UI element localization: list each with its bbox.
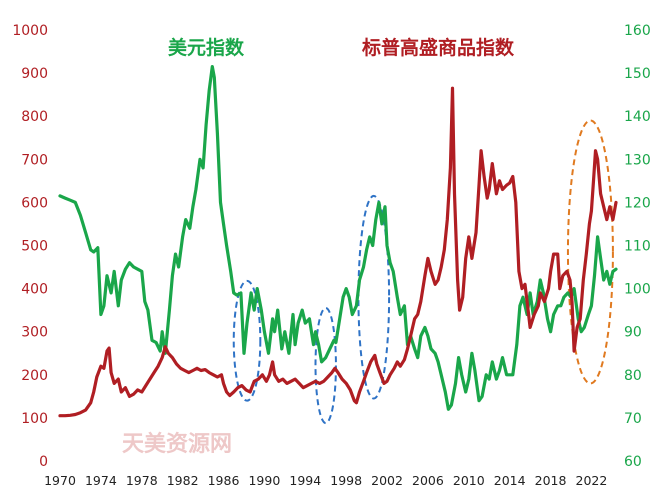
right-tick-label: 130 bbox=[624, 152, 651, 168]
highlight-ellipse-4 bbox=[566, 119, 614, 385]
left-tick-label: 300 bbox=[21, 325, 48, 341]
highlight-ellipse-3 bbox=[357, 194, 391, 400]
x-tick-label: 1978 bbox=[126, 473, 158, 488]
right-tick-label: 70 bbox=[624, 411, 642, 427]
left-tick-label: 200 bbox=[21, 368, 48, 384]
highlight-ellipse-2 bbox=[314, 306, 337, 425]
right-tick-label: 100 bbox=[624, 282, 651, 298]
x-tick-label: 2002 bbox=[371, 473, 403, 488]
x-tick-label: 1994 bbox=[289, 473, 321, 488]
x-tick-label: 1974 bbox=[85, 473, 117, 488]
x-tick-label: 2018 bbox=[535, 473, 567, 488]
left-tick-label: 700 bbox=[21, 152, 48, 168]
right-tick-label: 150 bbox=[624, 66, 651, 82]
legend-sp-gsci: 标普高盛商品指数 bbox=[362, 36, 515, 59]
x-tick-label: 1998 bbox=[330, 473, 362, 488]
right-axis-ticks: 60 70 80 90 100 110 120 130 140 150 160 bbox=[624, 23, 651, 470]
x-tick-label: 1982 bbox=[167, 473, 199, 488]
left-tick-label: 0 bbox=[39, 454, 48, 470]
left-axis-ticks: 0 100 200 300 400 500 600 700 800 900 1000 bbox=[12, 23, 48, 470]
right-tick-label: 110 bbox=[624, 239, 651, 255]
series-line-usd-index bbox=[58, 65, 618, 411]
series-lines bbox=[58, 65, 618, 418]
right-tick-label: 120 bbox=[624, 195, 651, 211]
legend-usd-index: 美元指数 bbox=[168, 36, 245, 59]
right-tick-label: 160 bbox=[624, 23, 651, 39]
x-tick-label: 1970 bbox=[44, 473, 76, 488]
series-line-sp-gsci bbox=[58, 86, 618, 418]
left-tick-label: 800 bbox=[21, 109, 48, 125]
highlight-ellipses bbox=[232, 119, 614, 425]
x-tick-label: 2010 bbox=[453, 473, 485, 488]
left-tick-label: 100 bbox=[21, 411, 48, 427]
right-tick-label: 80 bbox=[624, 368, 642, 384]
left-tick-label: 500 bbox=[21, 239, 48, 255]
x-tick-label: 2006 bbox=[412, 473, 444, 488]
right-tick-label: 60 bbox=[624, 454, 642, 470]
x-tick-label: 1990 bbox=[248, 473, 280, 488]
left-tick-label: 600 bbox=[21, 195, 48, 211]
x-tick-label: 2014 bbox=[494, 473, 526, 488]
right-tick-label: 90 bbox=[624, 325, 642, 341]
x-axis-ticks: 1970 1974 1978 1982 1986 1990 1994 1998 2002 2006… bbox=[44, 473, 607, 488]
left-tick-label: 1000 bbox=[12, 23, 48, 39]
left-tick-label: 900 bbox=[21, 66, 48, 82]
highlight-ellipse-1 bbox=[232, 279, 262, 402]
x-tick-label: 1986 bbox=[208, 473, 240, 488]
left-tick-label: 400 bbox=[21, 282, 48, 298]
x-tick-label: 2022 bbox=[576, 473, 608, 488]
watermark-text: 天美资源网 bbox=[122, 431, 232, 457]
right-tick-label: 140 bbox=[624, 109, 651, 125]
